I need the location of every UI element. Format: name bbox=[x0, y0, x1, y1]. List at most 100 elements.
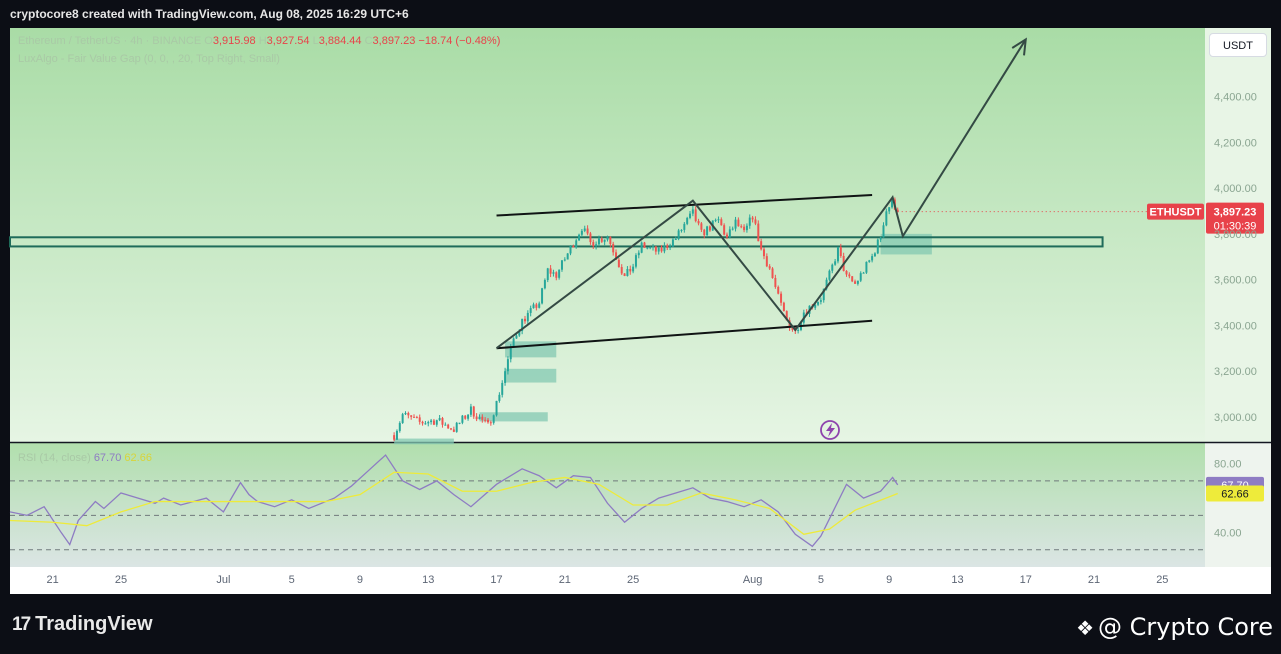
time-tick-label: 25 bbox=[115, 574, 127, 586]
price-tick-label: 4,400.00 bbox=[1214, 92, 1257, 104]
candle-body bbox=[873, 253, 876, 257]
candle-body bbox=[532, 304, 535, 309]
time-tick-label: 21 bbox=[47, 574, 59, 586]
candle-body bbox=[512, 338, 515, 347]
rsi-ma-line bbox=[9, 471, 898, 535]
candle-body bbox=[526, 312, 529, 322]
candle-body bbox=[432, 420, 435, 425]
close-label: C bbox=[364, 35, 373, 47]
channel-lower-line bbox=[496, 319, 873, 350]
time-tick-label: 9 bbox=[357, 574, 363, 586]
candle-body bbox=[748, 217, 751, 226]
candle-body bbox=[762, 249, 765, 257]
candle-body bbox=[760, 241, 763, 250]
candle-body bbox=[401, 414, 404, 423]
candle-body bbox=[629, 268, 632, 272]
candle-body bbox=[538, 303, 541, 308]
rsi-layer: 67.70 62.66 bbox=[9, 454, 1264, 551]
candle-body bbox=[620, 267, 623, 274]
candle-body bbox=[751, 217, 754, 220]
candle-body bbox=[657, 247, 660, 252]
price-tick-label: 4,200.00 bbox=[1214, 137, 1257, 149]
candle-body bbox=[441, 418, 444, 425]
candle-body bbox=[876, 239, 879, 254]
candle-body bbox=[603, 239, 606, 242]
candle-body bbox=[407, 412, 410, 416]
candle-body bbox=[717, 219, 720, 221]
symbol-name[interactable]: Ethereum / TetherUS · 4h · BINANCE bbox=[18, 35, 202, 47]
candle-body bbox=[777, 286, 780, 294]
candle-body bbox=[731, 228, 734, 230]
candle-body bbox=[652, 246, 655, 248]
candle-body bbox=[691, 209, 694, 214]
candle-body bbox=[714, 219, 717, 221]
indicator-legend[interactable]: LuxAlgo - Fair Value Gap (0, 0, , 20, To… bbox=[18, 53, 280, 65]
channel-upper-line bbox=[496, 193, 873, 217]
candle-body bbox=[487, 419, 489, 423]
time-tick-label: 17 bbox=[1020, 574, 1032, 586]
time-tick-label: Jul bbox=[216, 574, 230, 586]
candle-body bbox=[856, 280, 859, 284]
candle-body bbox=[797, 329, 800, 331]
candle-body bbox=[478, 416, 481, 420]
lightning-icon[interactable] bbox=[820, 420, 840, 440]
candle-body bbox=[708, 226, 711, 231]
candle-body bbox=[580, 230, 583, 235]
tradingview-logo[interactable]: 17 TradingView bbox=[12, 613, 153, 636]
candle-body bbox=[819, 300, 822, 302]
candle-body bbox=[828, 270, 831, 280]
candle-body bbox=[694, 209, 697, 222]
candle-body bbox=[757, 223, 760, 242]
candle-body bbox=[649, 247, 652, 249]
candle-body bbox=[726, 234, 728, 238]
candle-body bbox=[868, 260, 871, 262]
candle-body bbox=[566, 253, 569, 260]
fair-value-gap-box bbox=[479, 412, 548, 422]
time-tick-label: 21 bbox=[1088, 574, 1100, 586]
candle-body bbox=[851, 276, 854, 282]
candle-body bbox=[686, 217, 689, 224]
candle-body bbox=[785, 311, 788, 321]
candle-body bbox=[415, 417, 418, 419]
rsi-legend-value: 67.70 bbox=[93, 452, 122, 464]
candle-body bbox=[481, 416, 484, 420]
candle-body bbox=[632, 266, 635, 272]
candle-body bbox=[489, 422, 492, 424]
candle-body bbox=[444, 424, 447, 426]
candle-body bbox=[458, 422, 461, 424]
rsi-tick-label: 80.00 bbox=[1214, 459, 1242, 471]
time-tick-label: 13 bbox=[951, 574, 963, 586]
candle-body bbox=[845, 270, 848, 275]
symbol-price-tag bbox=[1147, 203, 1204, 220]
rsi-legend-name: RSI (14, close) bbox=[18, 452, 91, 464]
price-tick-label: 3,800.00 bbox=[1214, 229, 1257, 241]
candle-body bbox=[822, 288, 825, 301]
time-tick-label: 9 bbox=[886, 574, 892, 586]
candle-body bbox=[421, 421, 424, 424]
candle-body bbox=[600, 238, 603, 242]
candle-body bbox=[455, 422, 458, 432]
close-value: 3,897.23 bbox=[372, 35, 416, 47]
price-axis-background bbox=[1205, 28, 1271, 442]
candle-body bbox=[558, 269, 561, 278]
candle-body bbox=[683, 223, 686, 230]
time-tick-label: 5 bbox=[818, 574, 824, 586]
candle-body bbox=[817, 301, 820, 305]
candle-body bbox=[882, 225, 885, 238]
candle-body bbox=[410, 415, 413, 417]
candle-body bbox=[737, 219, 740, 227]
candle-body bbox=[623, 273, 626, 276]
candle-body bbox=[398, 422, 401, 431]
candle-body bbox=[515, 335, 518, 339]
candle-body bbox=[782, 302, 785, 312]
candle-body bbox=[836, 246, 839, 262]
currency-button[interactable]: USDT bbox=[1209, 33, 1267, 57]
rsi-ma-value-tag-text: 62.66 bbox=[1221, 489, 1249, 501]
rsi-legend[interactable]: RSI (14, close) 67.70 62.66 bbox=[18, 452, 152, 464]
candle-body bbox=[888, 207, 891, 212]
candle-body bbox=[464, 415, 467, 419]
candle-body bbox=[745, 225, 748, 231]
projection-path bbox=[495, 38, 1027, 350]
candle-body bbox=[606, 236, 609, 240]
